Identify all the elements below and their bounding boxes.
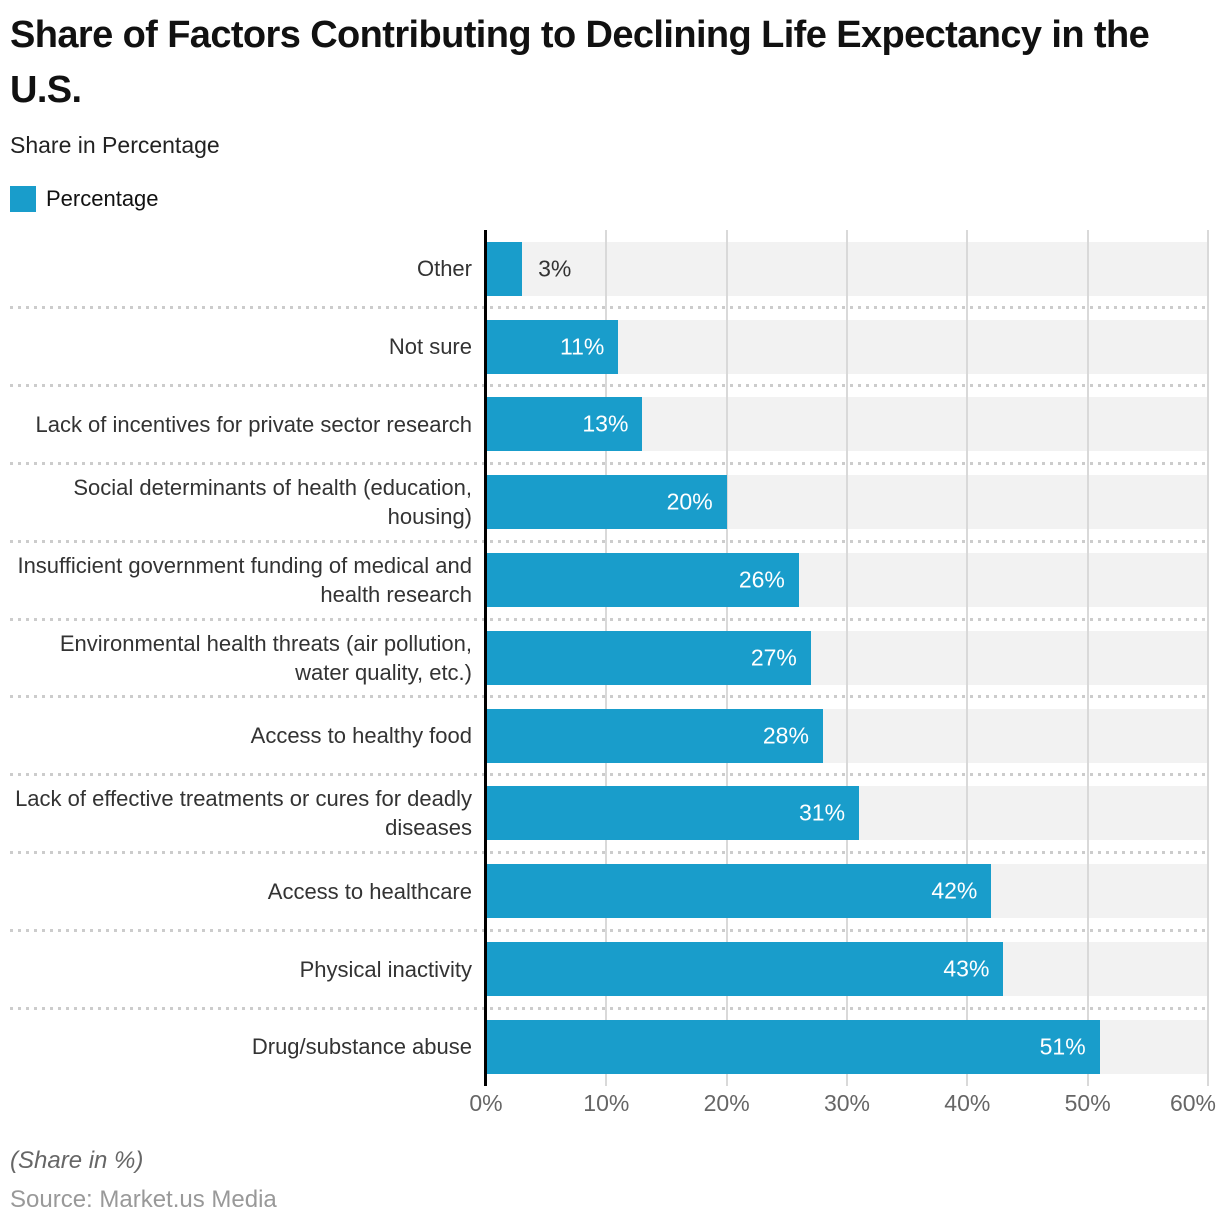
bar[interactable]: 11% — [486, 319, 619, 374]
bar[interactable] — [486, 241, 523, 296]
category-label: Access to healthy food — [250, 723, 472, 749]
category-label: Lack of effective treatments or cures fo… — [15, 786, 472, 841]
x-tick-label: 50% — [1064, 1089, 1111, 1116]
bar-chart: Other 3% Not sure 11% Lack of incentives… — [0, 230, 1220, 1126]
row-separator — [10, 773, 1208, 777]
x-tick-label: 40% — [944, 1089, 991, 1116]
value-label: 28% — [762, 722, 809, 749]
legend-label: Percentage — [46, 186, 159, 211]
chart-row: Social determinants of health (education… — [0, 463, 1220, 541]
row-separator — [10, 928, 1208, 932]
bar-plot: 42% — [486, 864, 1208, 919]
row-separator — [10, 306, 1208, 310]
category-label: Not sure — [388, 334, 472, 360]
value-label: 26% — [738, 566, 785, 593]
bar[interactable]: 42% — [486, 864, 992, 919]
bar-plot: 31% — [486, 786, 1208, 841]
category-label: Physical inactivity — [299, 956, 472, 982]
bar[interactable]: 28% — [486, 708, 823, 763]
value-label: 11% — [560, 333, 605, 360]
category-label: Access to healthcare — [267, 878, 472, 904]
bar-plot: 27% — [486, 630, 1208, 685]
x-tick-label: 60% — [1169, 1089, 1216, 1116]
bar[interactable]: 20% — [486, 475, 727, 530]
source-credit: Source: Market.us Media — [10, 1186, 277, 1213]
category-label: Insufficient government funding of medic… — [17, 553, 472, 608]
plot-area: Other 3% Not sure 11% Lack of incentives… — [0, 230, 1220, 1086]
x-tick-label: 20% — [703, 1089, 750, 1116]
legend-swatch-icon — [10, 186, 36, 212]
chart-row: Other 3% — [0, 230, 1220, 308]
bar-plot: 43% — [486, 942, 1208, 997]
value-label: 51% — [1039, 1033, 1086, 1060]
bar[interactable]: 51% — [486, 1019, 1100, 1074]
x-tick-label: 30% — [823, 1089, 871, 1116]
chart-row: Insufficient government funding of medic… — [0, 541, 1220, 619]
legend-item-percentage[interactable]: Percentage — [10, 186, 159, 212]
bar-track — [486, 241, 1208, 296]
chart-subtitle: Share in Percentage — [10, 132, 220, 158]
bar-plot: 28% — [486, 708, 1208, 763]
value-label: 31% — [798, 799, 846, 826]
bar-plot: 3% — [486, 241, 1208, 296]
category-label: Environmental health threats (air pollut… — [59, 630, 472, 685]
bar-plot: 26% — [486, 553, 1208, 608]
category-label: Social determinants of health (education… — [73, 475, 472, 530]
chart-row: Lack of effective treatments or cures fo… — [0, 775, 1220, 853]
chart-row: Access to healthy food 28% — [0, 697, 1220, 775]
category-label: Drug/substance abuse — [251, 1034, 472, 1060]
value-label: 42% — [931, 877, 978, 904]
bar-plot: 13% — [486, 397, 1208, 452]
bar[interactable]: 13% — [486, 397, 643, 452]
bar[interactable]: 43% — [486, 942, 1004, 997]
row-separator — [10, 384, 1208, 388]
share-note: (Share in %) — [10, 1147, 144, 1174]
category-label: Lack of incentives for private sector re… — [35, 411, 472, 437]
row-separator — [10, 617, 1208, 621]
row-separator — [10, 461, 1208, 465]
chart-title: Share of Factors Contributing to Declini… — [10, 14, 1150, 112]
value-label: 3% — [538, 255, 572, 282]
value-label: 27% — [750, 644, 797, 671]
row-separator — [10, 850, 1208, 854]
category-label: Other — [416, 256, 472, 282]
chart-row: Physical inactivity 43% — [0, 930, 1220, 1008]
chart-row: Access to healthcare 42% — [0, 852, 1220, 930]
bar-plot: 51% — [486, 1019, 1208, 1074]
chart-row: Not sure 11% — [0, 308, 1220, 386]
x-tick-label: 10% — [583, 1089, 630, 1116]
value-label: 20% — [666, 488, 713, 515]
chart-row: Drug/substance abuse 51% — [0, 1008, 1220, 1086]
bar[interactable]: 27% — [486, 630, 811, 685]
value-label: 43% — [943, 955, 990, 982]
bar[interactable]: 31% — [486, 786, 860, 841]
chart-row: Environmental health threats (air pollut… — [0, 619, 1220, 697]
y-axis-line — [484, 230, 487, 1086]
chart-row: Lack of incentives for private sector re… — [0, 386, 1220, 464]
bar-plot: 11% — [486, 319, 1208, 374]
row-separator — [10, 695, 1208, 699]
bar-plot: 20% — [486, 475, 1208, 530]
x-tick-label: 0% — [469, 1089, 503, 1116]
value-label: 13% — [582, 410, 629, 437]
row-separator — [10, 539, 1208, 543]
x-axis: 0% 10% 20% 30% 40% 50% 60% — [469, 1086, 1216, 1126]
row-separator — [10, 1006, 1208, 1010]
bar[interactable]: 26% — [486, 553, 799, 608]
